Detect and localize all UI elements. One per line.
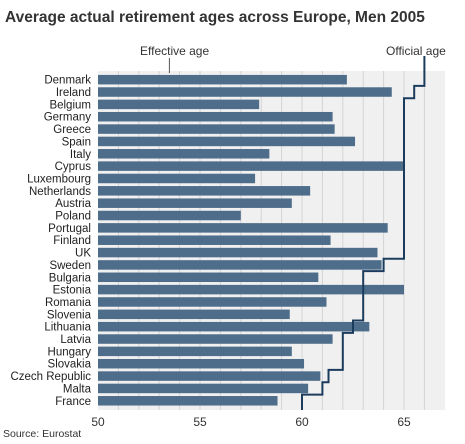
category-label: Germany: [44, 112, 92, 124]
official-age-line: [301, 56, 426, 410]
category-label: Poland: [55, 211, 91, 223]
bar-hungary: [98, 346, 292, 357]
category-label: Cyprus: [55, 161, 92, 173]
category-label: Luxembourg: [27, 173, 91, 185]
effective-age-label: Effective age: [140, 44, 209, 58]
bar-bulgaria: [98, 272, 319, 283]
category-label: UK: [75, 248, 91, 260]
category-label: Ireland: [56, 87, 91, 99]
category-label: Latvia: [60, 334, 91, 346]
bar-ireland: [98, 87, 392, 97]
category-label: Austria: [55, 198, 91, 210]
category-label: Slovenia: [47, 309, 92, 321]
category-label: Denmark: [44, 75, 91, 87]
category-label: Italy: [70, 149, 91, 161]
bar-spain: [98, 136, 356, 147]
bar-italy: [98, 149, 270, 159]
category-label: Slovakia: [48, 359, 92, 371]
x-axis-ticks: 50 55 60 65: [91, 415, 411, 429]
category-label: Hungary: [48, 346, 92, 358]
bar-austria: [98, 198, 292, 208]
category-label: Bulgaria: [49, 272, 92, 284]
bar-germany: [98, 111, 333, 122]
bar-portugal: [98, 223, 388, 233]
category-label: Netherlands: [29, 186, 91, 198]
official-age-step-line: [301, 56, 426, 410]
category-label: Greece: [53, 124, 91, 136]
category-label: Czech Republic: [10, 371, 91, 383]
bar-poland: [98, 210, 241, 221]
bars: [98, 74, 404, 406]
bar-malta: [98, 383, 309, 394]
bar-slovenia: [98, 309, 290, 320]
bar-uk: [98, 247, 378, 258]
bar-luxembourg: [98, 173, 256, 184]
category-label: Lithuania: [44, 322, 91, 334]
chart-title: Average actual retirement ages across Eu…: [5, 9, 425, 26]
bar-lithuania: [98, 321, 370, 332]
category-label: Estonia: [53, 285, 92, 297]
bar-sweden: [98, 260, 382, 270]
category-label: Romania: [45, 297, 92, 309]
bar-romania: [98, 297, 327, 307]
bar-estonia: [98, 284, 404, 295]
bar-netherlands: [98, 186, 311, 196]
category-label: Sweden: [49, 260, 91, 272]
bar-france: [98, 396, 278, 406]
x-tick-label: 60: [295, 415, 309, 429]
category-label: Spain: [62, 136, 91, 148]
x-tick-label: 65: [397, 415, 411, 429]
bar-slovakia: [98, 358, 305, 369]
bar-belgium: [98, 99, 260, 110]
bar-finland: [98, 235, 331, 245]
x-tick-label: 55: [193, 415, 207, 429]
legend-annotations: Effective age Official age: [140, 44, 446, 73]
category-label: Finland: [53, 235, 91, 247]
category-label: Belgium: [49, 99, 91, 111]
category-label: Portugal: [48, 223, 91, 235]
category-labels: DenmarkIrelandBelgiumGermanyGreeceSpainI…: [10, 75, 91, 408]
category-label: Malta: [63, 383, 92, 395]
official-age-label: Official age: [386, 44, 446, 58]
bar-denmark: [98, 74, 347, 85]
x-tick-label: 50: [91, 415, 105, 429]
bar-latvia: [98, 334, 333, 344]
bar-greece: [98, 124, 335, 134]
bar-cyprus: [98, 161, 404, 171]
source-note: Source: Eurostat: [3, 428, 81, 440]
bar-czech-republic: [98, 371, 321, 381]
category-label: France: [55, 396, 91, 408]
